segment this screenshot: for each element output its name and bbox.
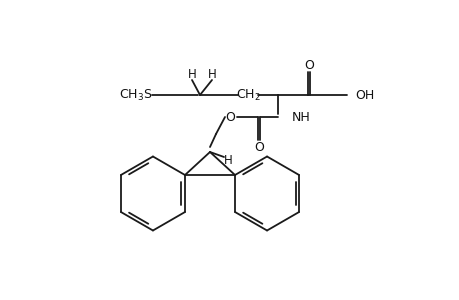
Text: CH$_3$S: CH$_3$S	[118, 88, 151, 103]
Text: OH: OH	[354, 88, 374, 101]
Text: CH$_2$: CH$_2$	[235, 88, 260, 103]
Text: H: H	[207, 68, 216, 80]
Text: O: O	[253, 140, 263, 154]
Text: O: O	[303, 58, 313, 71]
Text: NH: NH	[291, 110, 310, 124]
Text: H: H	[223, 154, 232, 166]
Text: O: O	[224, 110, 235, 124]
Text: H: H	[187, 68, 196, 80]
